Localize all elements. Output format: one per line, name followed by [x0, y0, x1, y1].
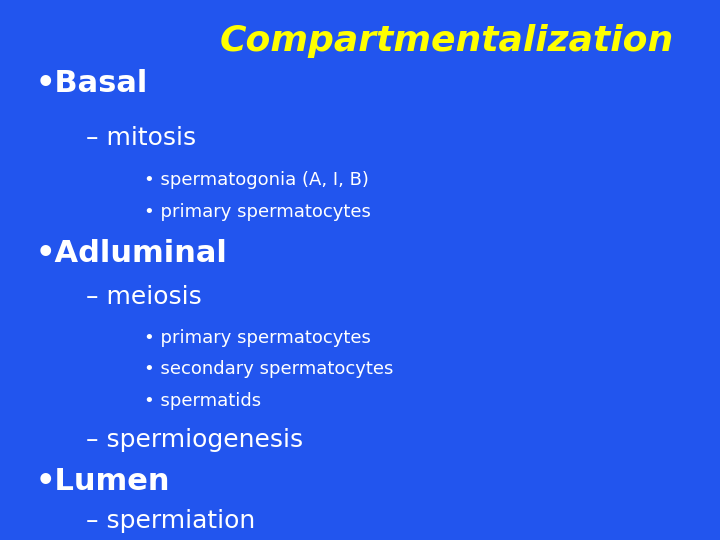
Text: – meiosis: – meiosis: [86, 285, 202, 309]
Text: • spermatids: • spermatids: [144, 392, 261, 410]
Text: – spermiation: – spermiation: [86, 509, 256, 533]
Text: •Basal: •Basal: [36, 69, 148, 98]
Text: – spermiogenesis: – spermiogenesis: [86, 428, 304, 452]
Text: •Lumen: •Lumen: [36, 467, 171, 496]
Text: – mitosis: – mitosis: [86, 126, 197, 150]
Text: • primary spermatocytes: • primary spermatocytes: [144, 329, 371, 347]
Text: • primary spermatocytes: • primary spermatocytes: [144, 202, 371, 221]
Text: • spermatogonia (A, I, B): • spermatogonia (A, I, B): [144, 171, 369, 190]
Text: Compartmentalization: Compartmentalization: [220, 24, 673, 58]
Text: •Adluminal: •Adluminal: [36, 239, 228, 268]
Text: • secondary spermatocytes: • secondary spermatocytes: [144, 360, 393, 379]
